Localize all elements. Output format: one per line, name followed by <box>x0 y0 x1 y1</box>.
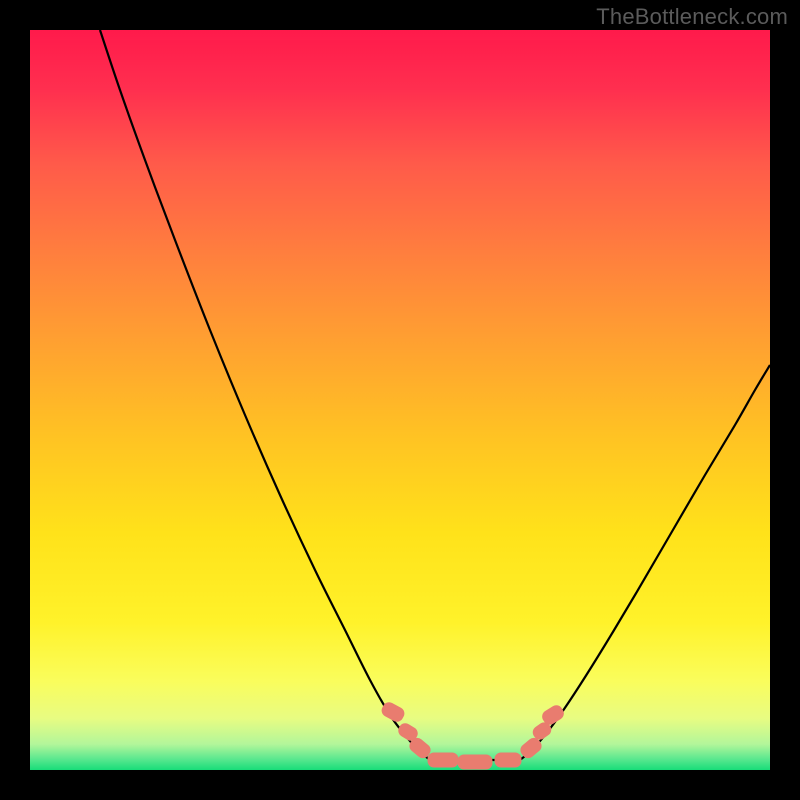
chart-canvas: TheBottleneck.com <box>0 0 800 800</box>
marker-bead <box>495 753 521 767</box>
plot-area <box>30 30 770 770</box>
curve-layer <box>30 30 770 770</box>
marker-bead <box>428 753 458 767</box>
marker-bead <box>458 755 492 769</box>
left-curve <box>100 30 430 760</box>
right-curve <box>520 365 770 760</box>
watermark-text: TheBottleneck.com <box>596 4 788 30</box>
